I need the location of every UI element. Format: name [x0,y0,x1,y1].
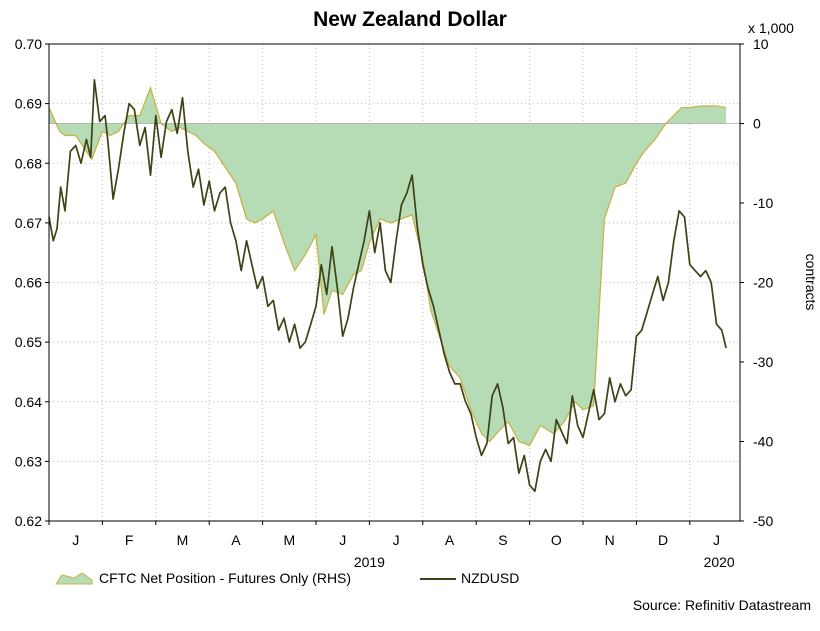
x-tick-label: A [231,532,241,548]
left-tick-label: 0.70 [15,36,42,52]
cftc-edge-line [48,85,727,447]
right-tick-label: 0 [753,116,761,132]
right-axis-unit-label: x 1,000 [748,20,794,36]
x-tick-label: J [393,532,400,548]
x-tick-label: O [551,532,562,548]
x-tick-label: J [339,532,346,548]
left-tick-label: 0.62 [15,513,42,529]
right-tick-label: -10 [753,195,773,211]
x-axis: J F M A M J J A S O N D J 2019 2020 [48,521,735,570]
right-axis: 10 0 -10 -20 -30 -40 -50 [740,36,773,529]
x-tick-label: M [177,532,189,548]
left-tick-label: 0.64 [15,394,42,410]
x-tick-label: A [445,532,455,548]
x-tick-label: F [125,532,134,548]
legend-label-nzdusd: NZDUSD [461,570,519,586]
x-tick-label: N [605,532,615,548]
nzdusd-line [48,78,727,493]
cftc-area [49,87,727,446]
right-tick-label: -20 [753,275,773,291]
left-tick-label: 0.68 [15,155,42,171]
left-tick-label: 0.67 [15,215,42,231]
x-tick-label: J [713,532,720,548]
legend-label-cftc: CFTC Net Position - Futures Only (RHS) [99,570,351,586]
x-tick-label: M [283,532,295,548]
right-tick-label: -30 [753,354,773,370]
left-tick-label: 0.66 [15,275,42,291]
year-label: 2020 [704,554,735,570]
x-tick-label: D [658,532,668,548]
left-tick-label: 0.65 [15,334,42,350]
series-layer-area [48,85,740,447]
right-tick-label: -40 [753,434,773,450]
year-label: 2019 [354,554,385,570]
right-tick-label: -50 [753,513,773,529]
right-tick-label: 10 [753,36,769,52]
legend: CFTC Net Position - Futures Only (RHS) N… [55,570,519,586]
source-note: Source: Refinitiv Datastream [633,597,811,613]
left-tick-label: 0.69 [15,96,42,112]
left-axis: 0.70 0.69 0.68 0.67 0.66 0.65 0.64 0.63 0.62 [15,36,49,529]
x-tick-label: J [72,532,79,548]
chart-title: New Zealand Dollar [313,8,507,31]
legend-swatch-cftc [55,572,93,585]
right-axis-label: contracts [803,254,819,311]
series-layer-line [48,78,727,493]
x-tick-label: S [498,532,507,548]
left-tick-label: 0.63 [15,453,42,469]
